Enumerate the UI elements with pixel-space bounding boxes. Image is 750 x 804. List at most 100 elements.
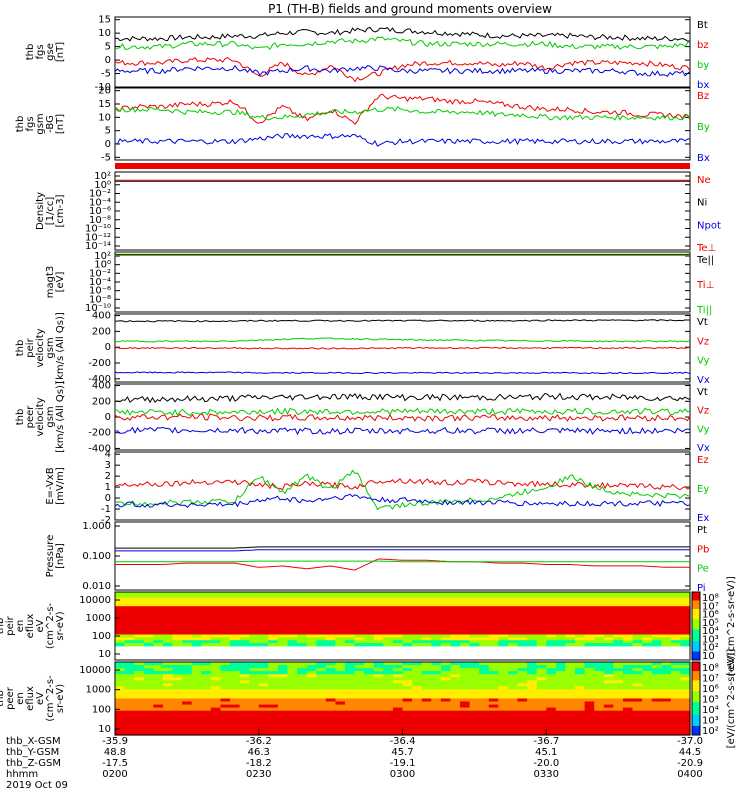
spectrogram-cell: [594, 600, 605, 604]
colorbar-segment: [692, 605, 700, 608]
spectrogram-cell: [201, 722, 212, 727]
spectrogram-cell: [364, 626, 375, 630]
spectrogram-cell: [431, 628, 442, 633]
spectrogram-cell: [392, 683, 404, 687]
spectrogram-cell: [479, 620, 490, 624]
spectrogram-cell: [488, 606, 499, 610]
spectrogram-cell: [182, 606, 193, 610]
spectrogram-cell: [536, 643, 547, 647]
colorbar-segment: [692, 639, 700, 642]
spectrogram-cell: [412, 728, 423, 733]
spectrogram-cell: [210, 609, 221, 613]
spectrogram-cell: [268, 592, 279, 596]
spectrogram-cell: [230, 728, 241, 733]
y-tick-label: 1.000: [82, 521, 111, 532]
spectrogram-cell: [392, 634, 404, 638]
spectrogram-cell: [440, 728, 451, 733]
spectrogram-cell: [373, 732, 384, 736]
spectrogram-cell: [584, 680, 595, 684]
spectrogram-cell: [373, 665, 384, 669]
spectrogram-cell: [460, 609, 471, 613]
spectrogram-cell: [325, 683, 336, 687]
spectrogram-cell: [527, 728, 538, 733]
spectrogram-cell: [661, 609, 672, 613]
spectrogram-cell: [651, 634, 662, 638]
spectrogram-cell: [555, 662, 566, 666]
spectrogram-cell: [239, 626, 250, 630]
spectrogram-cell: [460, 683, 471, 687]
spectrogram-cell: [613, 640, 624, 644]
spectrogram-cell: [498, 628, 509, 633]
spectrogram-cell: [661, 689, 672, 693]
spectrogram-cell: [555, 603, 566, 607]
spectrogram-cell: [210, 713, 221, 718]
spectrogram-cell: [642, 600, 653, 604]
spectrogram-cell: [325, 713, 336, 718]
colorbar-tick: 10⁸: [702, 593, 719, 604]
spectrogram-cell: [555, 689, 566, 693]
spectrogram-cell: [258, 674, 269, 678]
spectrogram-cell: [450, 674, 461, 678]
spectrogram-cell: [431, 634, 442, 638]
spectrogram-cell: [680, 704, 691, 709]
spectrogram-cell: [421, 710, 432, 715]
spectrogram-cell: [555, 719, 566, 724]
spectrogram-cell: [402, 695, 413, 700]
spectrogram-cell: [134, 692, 145, 696]
spectrogram-cell: [134, 614, 145, 619]
spectrogram-cell: [287, 692, 298, 696]
spectrogram-cell: [277, 677, 289, 681]
colorbar-tick: 10³: [702, 634, 719, 645]
spectrogram-cell: [268, 680, 279, 684]
spectrogram-cell: [172, 597, 183, 602]
spectrogram-cell: [345, 695, 356, 700]
spectrogram-cell: [642, 698, 653, 703]
spectrogram-cell: [527, 683, 538, 687]
spectrogram-cell: [517, 698, 528, 703]
spectrogram-cell: [162, 640, 174, 644]
spectrogram-cell: [325, 662, 336, 666]
spectrogram-cell: [479, 665, 490, 669]
spectrogram-cell: [354, 710, 365, 715]
y-tick-label: -5: [101, 69, 111, 80]
x-row-3-label: hhmm: [6, 769, 38, 780]
spectrogram-cell: [603, 719, 614, 724]
spectrogram-cell: [316, 704, 327, 709]
colorbar-segment: [692, 691, 700, 694]
spectrogram-cell: [622, 674, 634, 678]
spectrogram-cell: [182, 614, 193, 619]
spectrogram-cell: [210, 683, 221, 687]
spectrogram-cell: [603, 597, 614, 602]
spectrogram-cell: [201, 728, 212, 733]
spectrogram-cell: [450, 614, 461, 619]
spectrogram-cell: [431, 640, 442, 644]
spectrogram-cell: [555, 634, 566, 638]
spectrogram-cell: [268, 701, 279, 706]
spectrogram-cell: [479, 698, 490, 703]
spectrogram-cell: [565, 719, 576, 724]
spectrogram-cell: [306, 611, 317, 616]
spectrogram-cell: [498, 677, 509, 681]
spectrogram-cell: [201, 677, 212, 681]
spectrogram-cell: [364, 686, 375, 690]
spectrogram-cell: [421, 716, 432, 721]
spectrogram-cell: [325, 668, 336, 672]
spectrogram-cell: [555, 623, 566, 627]
legend-Vy: Vy: [697, 424, 710, 435]
spectrogram-cell: [268, 728, 279, 733]
spectrogram-cell: [345, 631, 356, 636]
spectrogram-cell: [268, 614, 279, 619]
spectrogram-cell: [536, 626, 547, 630]
spectrogram-cell: [134, 671, 145, 675]
spectrogram-cell: [182, 716, 193, 721]
spectrogram-cell: [527, 689, 538, 693]
spectrogram-cell: [124, 620, 135, 624]
spectrogram-cell: [527, 611, 538, 616]
spectrogram-cell: [210, 677, 221, 681]
spectrogram-cell: [536, 728, 547, 733]
spectrogram-cell: [153, 677, 164, 681]
spectrogram-cell: [345, 594, 356, 599]
spectrogram-cell: [632, 634, 643, 638]
spectrogram-cell: [555, 606, 566, 610]
spectrogram-cell: [670, 725, 681, 730]
